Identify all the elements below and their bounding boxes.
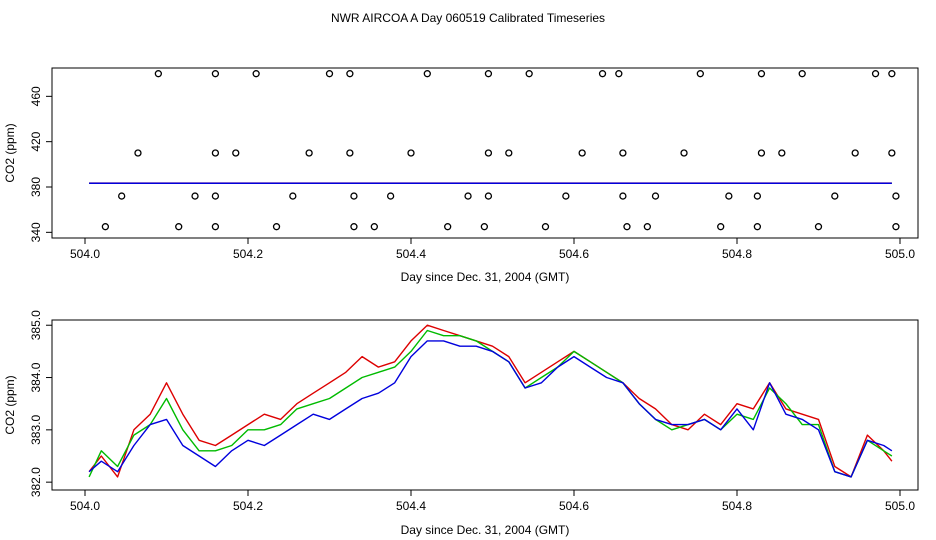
flask-point: [525, 70, 533, 78]
flask-point: [484, 70, 493, 78]
series-blue-line: [88, 340, 893, 478]
flask-point: [289, 192, 297, 200]
x-tick-label: 504.8: [722, 247, 752, 261]
flask-point: [370, 223, 378, 231]
x-tick-label: 504.0: [70, 499, 100, 513]
flask-point: [211, 192, 220, 200]
flask-point: [386, 192, 395, 200]
flask-point: [615, 70, 623, 78]
flask-point: [175, 223, 183, 231]
top-flask-points: [101, 70, 900, 231]
flask-point: [346, 70, 354, 78]
y-tick-label: 383.0: [29, 415, 43, 445]
flask-point: [464, 192, 472, 200]
flask-point: [798, 70, 806, 78]
flask-point: [305, 149, 313, 157]
flask-point: [118, 192, 126, 200]
flask-point: [651, 192, 660, 200]
flask-point: [101, 223, 110, 231]
x-tick-label: 505.0: [885, 247, 915, 261]
flask-point: [211, 223, 220, 231]
x-tick-label: 504.6: [559, 499, 589, 513]
flask-point: [211, 149, 220, 157]
flask-point: [350, 192, 358, 200]
top-x-axis-title: Day since Dec. 31, 2004 (GMT): [401, 270, 570, 284]
flask-point: [423, 70, 431, 78]
flask-point: [778, 149, 786, 157]
flask-point: [888, 70, 896, 78]
y-tick-label: 382.0: [29, 467, 43, 497]
x-tick-label: 504.2: [233, 499, 263, 513]
flask-point: [851, 149, 859, 157]
flask-point: [619, 192, 627, 200]
flask-point: [619, 149, 627, 157]
flask-point: [484, 192, 493, 200]
top-y-axis: 340 380 420 460: [29, 86, 52, 242]
flask-point: [480, 223, 489, 231]
flask-point: [541, 223, 550, 231]
top-plot-frame: [51, 67, 919, 239]
flask-point: [407, 149, 415, 157]
flask-point: [892, 223, 900, 231]
flask-point: [753, 192, 762, 200]
x-tick-label: 504.4: [396, 247, 426, 261]
x-tick-label: 504.4: [396, 499, 426, 513]
flask-point: [272, 223, 281, 231]
top-y-axis-title: CO2 (ppm): [3, 123, 17, 182]
y-tick-label: 340: [29, 222, 43, 242]
y-tick-label: 380: [29, 177, 43, 197]
x-tick-label: 504.6: [559, 247, 589, 261]
bottom-x-axis: 504.0 504.2 504.4 504.6 504.8 505.0: [70, 490, 915, 513]
figure-title: NWR AIRCOA A Day 060519 Calibrated Times…: [331, 11, 605, 25]
series-green-line: [88, 329, 893, 478]
flask-point: [350, 223, 358, 231]
flask-point: [871, 70, 880, 78]
flask-point: [211, 70, 220, 78]
flask-point: [680, 149, 688, 157]
y-tick-label: 460: [29, 86, 43, 106]
flask-point: [346, 149, 354, 157]
flask-point: [757, 149, 766, 157]
x-tick-label: 505.0: [885, 499, 915, 513]
flask-point: [696, 70, 704, 78]
flask-point: [753, 223, 762, 231]
flask-point: [643, 223, 651, 231]
flask-point: [505, 149, 513, 157]
flask-point: [325, 70, 334, 78]
flask-point: [232, 149, 240, 157]
flask-point: [578, 149, 586, 157]
y-tick-label: 384.0: [29, 362, 43, 392]
flask-point: [191, 192, 199, 200]
flask-point: [814, 223, 823, 231]
x-tick-label: 504.2: [233, 247, 263, 261]
flask-point: [892, 192, 900, 200]
flask-point: [623, 223, 631, 231]
bottom-series-lines: [88, 324, 893, 478]
y-tick-label: 420: [29, 131, 43, 151]
flask-point: [444, 223, 452, 231]
flask-point: [717, 223, 725, 231]
flask-point: [252, 70, 260, 78]
x-tick-label: 504.8: [722, 499, 752, 513]
flask-point: [154, 70, 163, 78]
flask-point: [134, 149, 142, 157]
flask-point: [888, 149, 896, 157]
flask-point: [831, 192, 839, 200]
series-red-line: [88, 324, 893, 478]
top-x-axis: 504.0 504.2 504.4 504.6 504.8 505.0: [70, 238, 915, 261]
flask-point: [725, 192, 733, 200]
flask-point: [757, 70, 766, 78]
bottom-x-axis-title: Day since Dec. 31, 2004 (GMT): [401, 523, 570, 537]
bottom-y-axis: 382.0 383.0 384.0 385.0: [29, 310, 52, 497]
bottom-y-axis-title: CO2 (ppm): [3, 375, 17, 434]
flask-point: [562, 192, 570, 200]
flask-point: [598, 70, 607, 78]
flask-point: [484, 149, 493, 157]
bottom-plot-frame: [51, 319, 919, 491]
y-tick-label: 385.0: [29, 310, 43, 340]
x-tick-label: 504.0: [70, 247, 100, 261]
